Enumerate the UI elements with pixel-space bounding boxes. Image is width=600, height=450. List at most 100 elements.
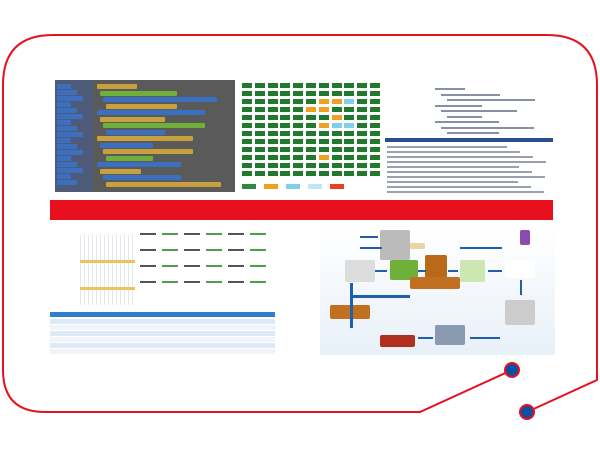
grid-cell: [293, 139, 304, 144]
palette-block: [57, 174, 71, 179]
grid-cell: [306, 115, 316, 120]
table-row: [50, 343, 275, 348]
grid-cell: [357, 131, 368, 136]
flow-arrow: [418, 270, 426, 272]
schedule-table-screenshot: [50, 225, 275, 355]
grid-cell: [344, 99, 355, 104]
palette-block: [57, 132, 83, 137]
grid-line: [84, 235, 85, 305]
grid-cell: [267, 139, 278, 144]
grid-cell: [318, 155, 329, 160]
grid-cell: [370, 139, 380, 144]
log-line: [387, 181, 518, 183]
flow-arrow: [470, 337, 500, 339]
info-text: [140, 249, 156, 251]
info-text: [140, 265, 156, 267]
flow-arrow: [520, 280, 522, 295]
grid-cell: [306, 163, 316, 168]
logistics-flow-screenshot: [320, 225, 555, 355]
palette-block: [57, 180, 77, 185]
grid-cell: [280, 163, 291, 168]
grid-cell: [293, 115, 304, 120]
grid-cell: [267, 83, 278, 88]
flow-node: [460, 260, 485, 282]
flow-arrow: [375, 270, 387, 272]
legend-swatch: [264, 184, 278, 189]
grid-cell: [344, 123, 355, 128]
grid-cell: [293, 83, 304, 88]
code-line: [447, 132, 499, 134]
grid-cell: [318, 115, 329, 120]
palette-block: [57, 84, 71, 89]
grid-cell: [357, 83, 368, 88]
legend-swatch: [286, 184, 300, 189]
table-row: [50, 325, 275, 330]
palette-block: [57, 90, 77, 95]
grid-cell: [318, 99, 329, 104]
palette-block: [57, 138, 71, 143]
grid-cell: [242, 91, 252, 96]
grid-cell: [242, 83, 252, 88]
grid-line: [104, 235, 105, 305]
table-row: [50, 349, 275, 354]
grid-cell: [242, 99, 252, 104]
table-row: [50, 337, 275, 342]
grid-cell: [293, 163, 304, 168]
grid-cell: [306, 99, 316, 104]
grid-cell: [242, 163, 252, 168]
info-text: [184, 233, 200, 235]
grid-cell: [370, 123, 380, 128]
code-block: [97, 84, 137, 89]
grid-cell: [370, 107, 380, 112]
code-block: [100, 90, 177, 96]
code-block: [106, 129, 165, 135]
info-text: [184, 281, 200, 283]
grid-cell: [357, 91, 368, 96]
grid-cell: [331, 123, 342, 128]
dot-icon: [519, 404, 535, 420]
flow-arrow: [488, 270, 502, 272]
grid-cell: [254, 99, 265, 104]
grid-cell: [242, 107, 252, 112]
grid-cell: [254, 147, 265, 152]
grid-line: [124, 235, 125, 305]
code-line: [435, 88, 465, 90]
log-line: [387, 186, 531, 188]
grid-cell: [267, 107, 278, 112]
table-row: [50, 319, 275, 324]
flow-node: [380, 335, 415, 347]
grid-cell: [293, 131, 304, 136]
grid-cell: [280, 147, 291, 152]
code-block: [97, 162, 181, 167]
grid-cell: [331, 107, 342, 112]
grid-cell: [280, 139, 291, 144]
code-line: [435, 104, 482, 107]
log-line: [387, 166, 519, 168]
grid-cell: [344, 115, 355, 120]
flow-node: [410, 277, 460, 289]
info-text: [250, 233, 266, 235]
grid-cell: [293, 147, 304, 152]
grid-cell: [344, 147, 355, 152]
grid-cell: [267, 155, 278, 160]
grid-cell: [318, 139, 329, 144]
grid-cell: [242, 115, 252, 120]
grid-cell: [357, 139, 368, 144]
grid-cell: [331, 155, 342, 160]
grid-cell: [267, 115, 278, 120]
info-text: [162, 265, 178, 267]
grid-cell: [357, 107, 368, 112]
grid-cell: [306, 155, 316, 160]
log-line: [387, 171, 532, 173]
grid-cell: [280, 155, 291, 160]
flow-arrow: [418, 337, 433, 339]
flow-arrow: [360, 247, 382, 249]
grid-cell: [331, 91, 342, 96]
grid-cell: [344, 155, 355, 160]
grid-cell: [280, 123, 291, 128]
grid-cell: [370, 91, 380, 96]
grid-cell: [344, 163, 355, 168]
grid-cell: [357, 99, 368, 104]
block-code-editor-screenshot: [55, 80, 235, 192]
grid-cell: [370, 99, 380, 104]
